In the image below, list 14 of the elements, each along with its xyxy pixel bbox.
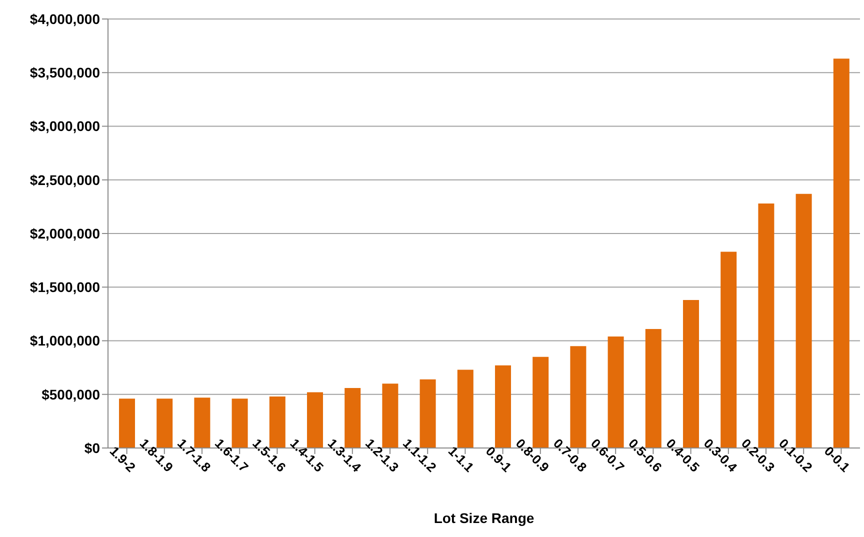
bar (833, 58, 850, 448)
y-tick-label: $2,000,000 (30, 225, 100, 242)
y-tick-label: $3,000,000 (30, 118, 100, 134)
y-tick-label: $3,500,000 (30, 64, 100, 81)
y-tick-label: $1,000,000 (30, 332, 100, 349)
y-tick-label: $2,500,000 (30, 172, 100, 188)
y-tick-label: $0 (84, 440, 100, 456)
bar (119, 398, 135, 448)
y-tick-label: $1,500,000 (30, 279, 100, 296)
x-axis-title: Lot Size Range (434, 510, 534, 526)
y-tick-label: $500,000 (42, 386, 100, 402)
bar (457, 370, 474, 448)
y-tick-label: $4,000,000 (30, 10, 100, 27)
bar (495, 365, 511, 448)
